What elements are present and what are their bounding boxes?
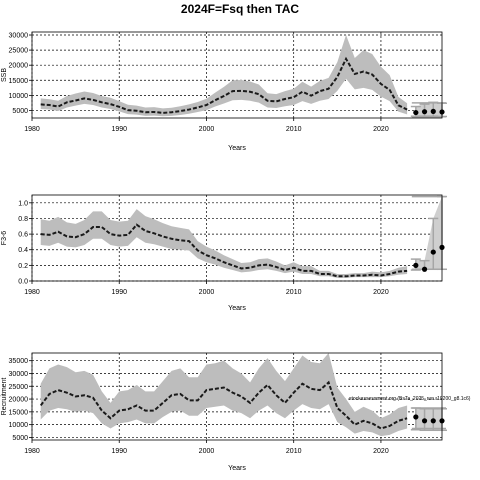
x-axis-title: Years <box>228 465 246 472</box>
annotation: stockassessment.org (BsTa_2025_run.r1920… <box>349 396 471 402</box>
confidence-band <box>40 209 408 278</box>
y-tick-label: 10000 <box>9 422 29 429</box>
y-tick-label: 20000 <box>9 397 29 404</box>
y-tick-label: 30000 <box>9 371 29 378</box>
x-tick-label: 2020 <box>373 448 389 455</box>
projection-point <box>421 266 428 272</box>
plot-frame <box>31 31 443 119</box>
y-tick-label: 1.0 <box>18 200 28 207</box>
projection-band <box>415 408 442 431</box>
x-tick-label: 2010 <box>286 289 302 296</box>
median-line <box>40 223 408 278</box>
confidence-band <box>40 353 408 437</box>
y-tick-label: 0.6 <box>18 232 28 239</box>
y-tick-label: 25000 <box>9 384 29 391</box>
panel-ssb: 1980 1990 2000 2010 2020 5000 10000 15000 20000 2… <box>1 31 447 152</box>
projection-point <box>430 108 436 114</box>
y-tick-label: 0.0 <box>18 279 28 286</box>
y-tick-label: 15000 <box>9 409 29 416</box>
chart-title: 2024F=Fsq then TAC <box>181 2 299 16</box>
confidence-band <box>40 35 408 117</box>
projection-point <box>413 414 419 420</box>
y-axis-title: Recruitment <box>1 378 8 416</box>
y-tick-label: 5000 <box>12 108 28 115</box>
y-tick-label: 20000 <box>9 63 29 70</box>
x-tick-label: 2000 <box>199 448 215 455</box>
projection-point <box>430 418 436 424</box>
projection-point <box>413 109 419 116</box>
x-tick-label: 2000 <box>199 289 215 296</box>
x-tick-label: 2020 <box>373 126 389 133</box>
y-tick-label: 30000 <box>9 33 29 40</box>
projection-point <box>413 262 419 268</box>
y-axis-title: F3-6 <box>1 231 8 246</box>
x-tick-label: 2000 <box>199 126 215 133</box>
y-tick-label: 5000 <box>12 435 28 442</box>
x-tick-label: 1980 <box>24 289 40 296</box>
projection-point <box>430 249 436 255</box>
y-tick-label: 0.8 <box>18 216 28 223</box>
y-tick-label: 0.2 <box>18 263 28 270</box>
x-tick-label: 1990 <box>111 126 127 133</box>
y-tick-label: 0.4 <box>18 247 28 254</box>
x-tick-label: 2010 <box>286 126 302 133</box>
plot-frame <box>31 352 443 441</box>
y-axis-title: SSB <box>1 68 8 82</box>
panel-f: 1980 1990 2000 2010 2020 0.0 0.2 0.4 0.6 0.8 1.0 Ye… <box>1 194 447 312</box>
panels: 1980 1990 2000 2010 2020 5000 10000 15000 20000 2… <box>1 31 471 472</box>
x-tick-label: 2020 <box>373 289 389 296</box>
x-tick-label: 1980 <box>24 448 40 455</box>
y-tick-label: 15000 <box>9 78 29 85</box>
median-line <box>39 380 408 430</box>
y-tick-label: 10000 <box>9 93 29 100</box>
median-line <box>40 56 408 114</box>
plot-frame <box>31 194 443 282</box>
x-tick-label: 1980 <box>24 126 40 133</box>
x-axis-title: Years <box>228 305 246 312</box>
panel-recruitment: 1980 1990 2000 2010 2020 5000 10000 15000 20000 2… <box>1 352 471 472</box>
y-tick-label: 35000 <box>9 358 29 365</box>
x-axis-title: Years <box>228 145 246 152</box>
x-tick-label: 1990 <box>111 448 127 455</box>
y-tick-label: 25000 <box>9 48 29 55</box>
projection-point <box>421 418 428 424</box>
projection-point <box>421 109 428 115</box>
x-tick-label: 2010 <box>286 448 302 455</box>
x-tick-label: 1990 <box>111 289 127 296</box>
